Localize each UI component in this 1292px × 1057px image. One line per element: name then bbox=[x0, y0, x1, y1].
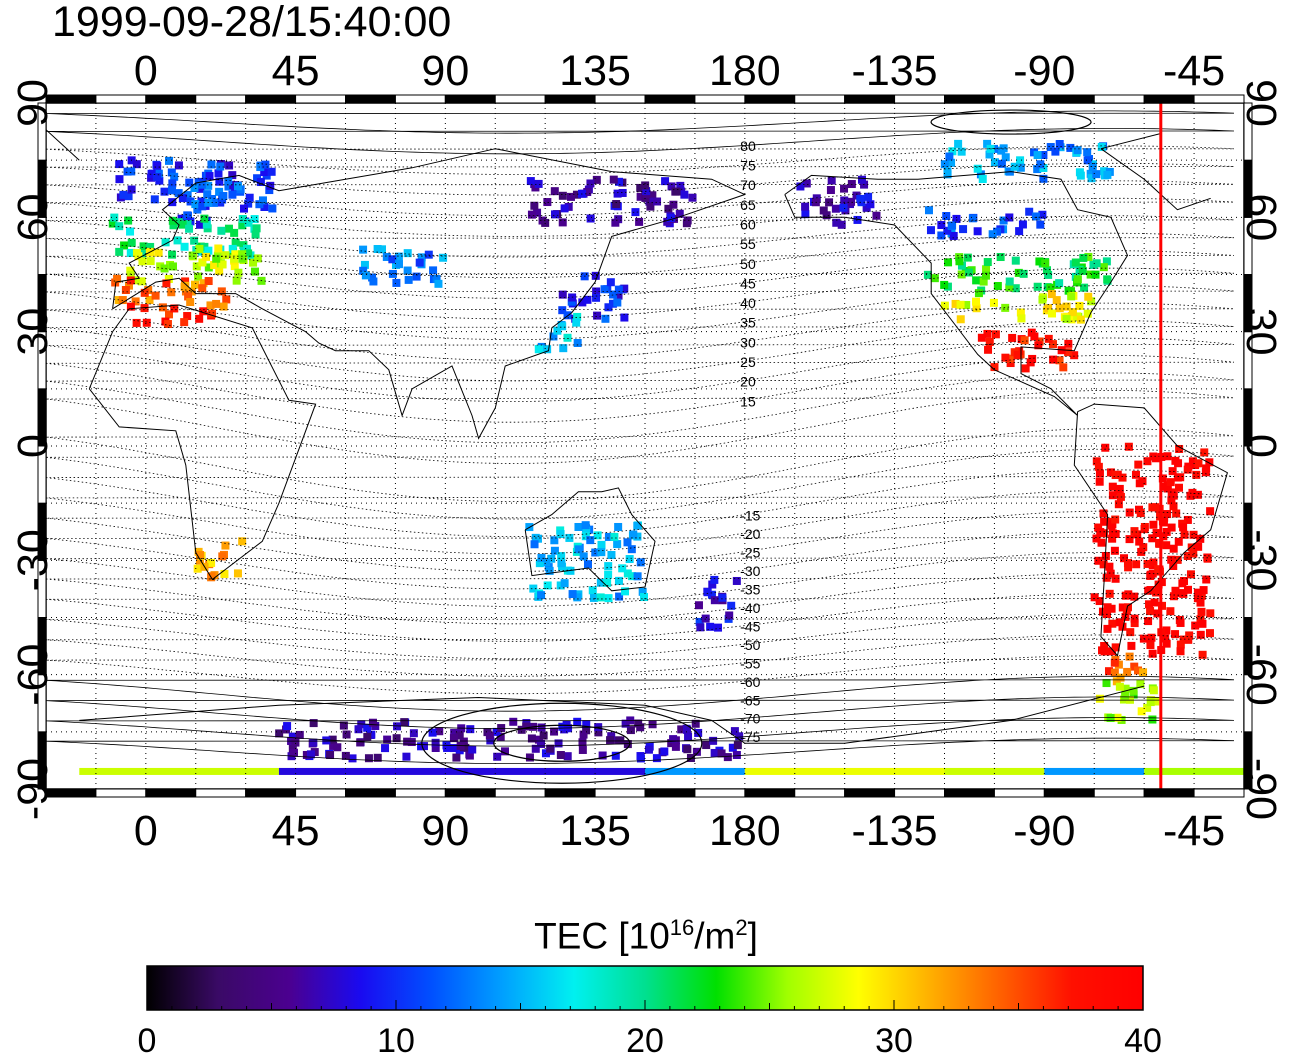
contour-label: -30 bbox=[740, 563, 760, 579]
colorbar-tick-label: 0 bbox=[138, 1022, 157, 1057]
contour-label: 60 bbox=[740, 216, 756, 232]
tec-region bbox=[126, 302, 217, 329]
contour-label: 50 bbox=[740, 256, 756, 272]
colorbar-tick-label: 20 bbox=[626, 1022, 664, 1057]
axis-ticks: 0 45 90 135 180 -135 -90 -450 45 90 135 180 -135 -90-… bbox=[9, 47, 1285, 855]
contour-label: -55 bbox=[740, 655, 760, 671]
right-tick-label: 90 bbox=[1237, 79, 1285, 127]
contour-label: 45 bbox=[740, 275, 756, 291]
contour-label: 25 bbox=[740, 354, 756, 370]
right-tick-label: 30 bbox=[1237, 308, 1285, 356]
right-tick-label: -90 bbox=[1237, 758, 1285, 820]
colorbar-tick-label: 30 bbox=[875, 1022, 913, 1057]
contour-label: -65 bbox=[740, 692, 760, 708]
contour-label: 40 bbox=[740, 295, 756, 311]
bottom-tick-label: -90 bbox=[1013, 807, 1075, 855]
colorbar: 0 10 20 30 40 bbox=[138, 965, 1162, 1057]
tec-measurements bbox=[79, 139, 1244, 775]
map-frame bbox=[37, 94, 1253, 798]
contour-label: 20 bbox=[740, 374, 756, 390]
right-tick-label: -30 bbox=[1237, 529, 1285, 591]
top-tick-label: -135 bbox=[852, 47, 938, 95]
left-tick-label: -90 bbox=[9, 758, 57, 820]
timestamp: 1999-09-28/15:40:00 bbox=[52, 0, 452, 46]
colorbar-title: TEC [1016/m2] bbox=[534, 915, 758, 957]
contour-label: 55 bbox=[740, 236, 756, 252]
colorbar-tick-label: 10 bbox=[377, 1022, 415, 1057]
contour-label: 80 bbox=[740, 138, 756, 154]
tec-region bbox=[359, 245, 448, 288]
tec-region bbox=[126, 244, 266, 286]
left-tick-label: 60 bbox=[9, 193, 57, 241]
tec-region bbox=[526, 175, 697, 228]
right-tick-label: -60 bbox=[1237, 644, 1285, 706]
tec-region bbox=[940, 139, 1114, 184]
tec-region bbox=[275, 716, 744, 763]
bottom-tick-label: -45 bbox=[1163, 807, 1225, 855]
contour-label: -75 bbox=[740, 729, 760, 745]
tec-region bbox=[1104, 652, 1148, 686]
contour-label: -40 bbox=[740, 600, 760, 616]
contour-label: 15 bbox=[740, 393, 756, 409]
bottom-tick-label: 45 bbox=[272, 807, 320, 855]
tec-region bbox=[923, 252, 1112, 298]
tec-region bbox=[1090, 442, 1215, 659]
magnetic-latitude-contours bbox=[46, 109, 1235, 784]
top-tick-label: 90 bbox=[421, 47, 469, 95]
contour-label: 35 bbox=[740, 315, 756, 331]
tec-region bbox=[525, 521, 648, 603]
bottom-tick-label: 0 bbox=[134, 807, 158, 855]
contour-label: 30 bbox=[740, 334, 756, 350]
contour-label: -20 bbox=[740, 526, 760, 542]
left-tick-label: 90 bbox=[9, 79, 57, 127]
top-tick-label: 0 bbox=[134, 47, 158, 95]
top-tick-label: 180 bbox=[709, 47, 781, 95]
top-tick-label: -45 bbox=[1163, 47, 1225, 95]
contour-label: -15 bbox=[740, 508, 760, 524]
contour-label: -35 bbox=[740, 582, 760, 598]
bottom-tick-label: 90 bbox=[421, 807, 469, 855]
graticule bbox=[46, 103, 1244, 789]
right-tick-label: 0 bbox=[1237, 434, 1285, 458]
tec-region bbox=[111, 274, 231, 312]
colorbar-tick-label: 40 bbox=[1124, 1022, 1162, 1057]
contour-label: 75 bbox=[740, 158, 756, 174]
contour-label: 70 bbox=[740, 177, 756, 193]
top-tick-label: -90 bbox=[1013, 47, 1075, 95]
tec-region bbox=[694, 575, 741, 632]
contour-label: -50 bbox=[740, 637, 760, 653]
right-tick-label: 60 bbox=[1237, 193, 1285, 241]
tec-region bbox=[534, 312, 582, 354]
contour-label: -45 bbox=[740, 618, 760, 634]
top-tick-label: 135 bbox=[559, 47, 631, 95]
tec-region bbox=[940, 290, 1096, 324]
contour-label: 65 bbox=[740, 197, 756, 213]
bottom-tick-label: 135 bbox=[559, 807, 631, 855]
left-tick-label: 0 bbox=[9, 434, 57, 458]
tec-region bbox=[193, 537, 247, 582]
left-tick-label: -30 bbox=[9, 529, 57, 591]
contour-label: -25 bbox=[740, 545, 760, 561]
tec-region bbox=[558, 271, 629, 323]
tec-region bbox=[924, 206, 1047, 240]
tec-region bbox=[977, 328, 1079, 373]
left-tick-label: -60 bbox=[9, 644, 57, 706]
bottom-tick-label: 180 bbox=[709, 807, 781, 855]
top-tick-label: 45 bbox=[272, 47, 320, 95]
contour-label: -70 bbox=[740, 711, 760, 727]
contour-label: -60 bbox=[740, 674, 760, 690]
left-tick-label: 30 bbox=[9, 308, 57, 356]
bottom-tick-label: -135 bbox=[852, 807, 938, 855]
contour-labels: 80 75 70 65 60 55 50 45 40 35 30 25 20 15 -15 -20 -25 -30… bbox=[740, 138, 760, 745]
